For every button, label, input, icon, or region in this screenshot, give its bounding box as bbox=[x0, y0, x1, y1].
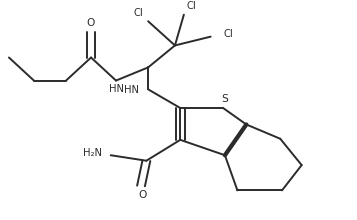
Text: HN: HN bbox=[109, 84, 124, 94]
Text: Cl: Cl bbox=[223, 29, 233, 39]
Text: Cl: Cl bbox=[134, 8, 144, 18]
Text: S: S bbox=[221, 94, 228, 104]
Text: Cl: Cl bbox=[187, 1, 197, 11]
Text: O: O bbox=[87, 18, 95, 28]
Text: O: O bbox=[139, 190, 147, 200]
Text: HN: HN bbox=[124, 85, 139, 95]
Text: H₂N: H₂N bbox=[82, 148, 102, 158]
